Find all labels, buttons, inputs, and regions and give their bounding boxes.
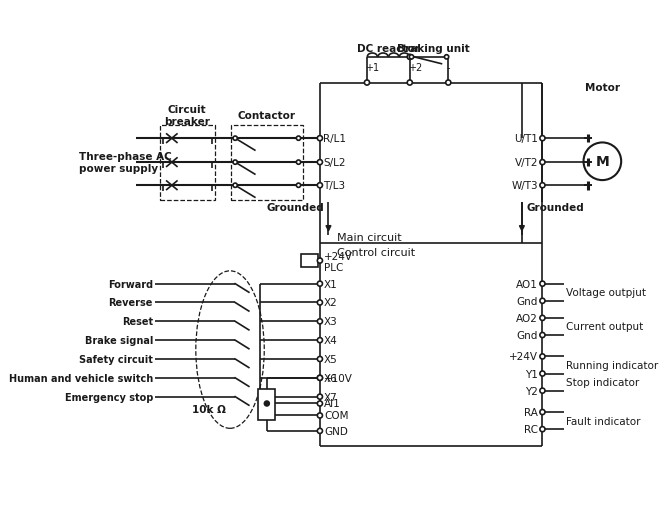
Text: COM: COM	[324, 411, 348, 421]
Text: Main circuit: Main circuit	[337, 232, 402, 242]
Circle shape	[297, 161, 301, 165]
Text: X4: X4	[324, 335, 338, 345]
Text: Grounded: Grounded	[526, 203, 584, 213]
Text: DC reactor: DC reactor	[357, 44, 420, 54]
Text: RC: RC	[524, 424, 538, 434]
Circle shape	[540, 371, 545, 376]
Circle shape	[540, 282, 545, 287]
Text: +10V: +10V	[324, 373, 353, 383]
Circle shape	[407, 55, 412, 60]
Circle shape	[317, 259, 323, 264]
Text: GND: GND	[324, 426, 348, 436]
Circle shape	[317, 160, 323, 165]
Text: X6: X6	[324, 373, 338, 383]
Circle shape	[317, 376, 323, 381]
Circle shape	[540, 333, 545, 338]
Circle shape	[410, 56, 414, 60]
Circle shape	[540, 427, 545, 432]
Text: Gnd: Gnd	[517, 296, 538, 306]
Text: +24V: +24V	[509, 351, 538, 362]
Text: +2: +2	[408, 63, 422, 73]
Text: Current output: Current output	[567, 322, 644, 332]
Circle shape	[407, 81, 412, 86]
Circle shape	[297, 137, 301, 141]
Circle shape	[540, 354, 545, 359]
Circle shape	[317, 357, 323, 362]
Text: V/T2: V/T2	[515, 158, 538, 168]
Text: Forward: Forward	[108, 279, 153, 289]
Text: Reverse: Reverse	[108, 298, 153, 308]
Circle shape	[540, 388, 545, 393]
Text: AI1: AI1	[324, 399, 341, 409]
Text: Motor: Motor	[585, 83, 620, 92]
Text: W/T3: W/T3	[511, 181, 538, 191]
Circle shape	[317, 300, 323, 306]
Circle shape	[317, 413, 323, 418]
Text: PLC: PLC	[324, 263, 344, 273]
Text: Gnd: Gnd	[517, 330, 538, 340]
Circle shape	[317, 401, 323, 406]
Circle shape	[540, 136, 545, 141]
Circle shape	[317, 376, 323, 381]
Circle shape	[317, 136, 323, 141]
Text: X2: X2	[324, 298, 338, 308]
Circle shape	[540, 316, 545, 321]
Text: X7: X7	[324, 392, 338, 402]
Text: Y2: Y2	[525, 386, 538, 396]
Text: +1: +1	[365, 63, 380, 73]
Text: X1: X1	[324, 279, 338, 289]
Text: Reset: Reset	[122, 317, 153, 327]
Text: Three-phase AC
power supply: Three-phase AC power supply	[78, 152, 172, 174]
Circle shape	[364, 81, 370, 86]
Circle shape	[317, 338, 323, 343]
Text: +24V: +24V	[324, 252, 353, 262]
Text: 10k Ω: 10k Ω	[192, 404, 225, 414]
Text: Running indicator: Running indicator	[567, 360, 658, 370]
Text: Stop indicator: Stop indicator	[567, 377, 640, 387]
Circle shape	[540, 410, 545, 415]
Text: Brake signal: Brake signal	[84, 335, 153, 345]
Bar	[258, 389, 275, 420]
Bar	[301, 254, 318, 268]
Text: Braking unit: Braking unit	[396, 44, 469, 54]
Circle shape	[540, 183, 545, 188]
Text: X5: X5	[324, 355, 338, 364]
Text: -: -	[447, 63, 450, 73]
Circle shape	[317, 319, 323, 324]
Text: Safety circuit: Safety circuit	[79, 355, 153, 364]
Circle shape	[446, 81, 451, 86]
Text: X3: X3	[324, 317, 338, 327]
Text: Voltage outpjut: Voltage outpjut	[567, 288, 646, 297]
Circle shape	[540, 298, 545, 304]
Circle shape	[317, 394, 323, 399]
Circle shape	[317, 282, 323, 287]
Text: RA: RA	[524, 407, 538, 417]
Text: Human and vehicle switch: Human and vehicle switch	[9, 373, 153, 383]
Circle shape	[233, 161, 237, 165]
Circle shape	[233, 137, 237, 141]
Text: R/L1: R/L1	[323, 134, 346, 144]
Text: M: M	[595, 155, 609, 169]
Circle shape	[264, 401, 269, 406]
Text: T/L3: T/L3	[323, 181, 345, 191]
Text: Emergency stop: Emergency stop	[65, 392, 153, 402]
Text: Fault indicator: Fault indicator	[567, 416, 641, 426]
Circle shape	[317, 183, 323, 188]
Circle shape	[297, 184, 301, 188]
Circle shape	[444, 56, 449, 60]
Circle shape	[317, 428, 323, 434]
Text: Y1: Y1	[525, 369, 538, 379]
Text: Contactor: Contactor	[238, 111, 296, 121]
Text: AO1: AO1	[516, 279, 538, 289]
Text: Circuit
breaker: Circuit breaker	[164, 105, 210, 127]
Text: Grounded: Grounded	[267, 203, 324, 213]
Text: U/T1: U/T1	[514, 134, 538, 144]
Text: Control circuit: Control circuit	[337, 247, 415, 258]
Text: AO2: AO2	[516, 313, 538, 323]
Circle shape	[540, 160, 545, 165]
Text: S/L2: S/L2	[323, 158, 346, 168]
Circle shape	[233, 184, 237, 188]
